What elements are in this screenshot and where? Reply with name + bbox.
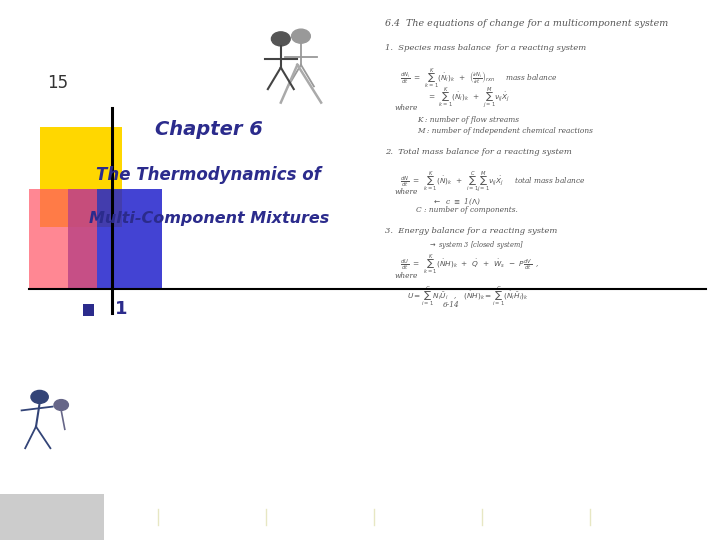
Text: K : number of flow streams: K : number of flow streams: [418, 116, 520, 124]
Text: $\rightarrow$ system 3 [closed system]: $\rightarrow$ system 3 [closed system]: [428, 239, 525, 251]
Circle shape: [31, 390, 48, 403]
Text: M : number of independent chemical reactions: M : number of independent chemical react…: [418, 127, 593, 136]
Text: $U = \sum_{i=1}^{C} N_i \bar{U}_i$   ,   $(\dot{N}H)_k = \sum_{i=1}^{C} (\dot{N}: $U = \sum_{i=1}^{C} N_i \bar{U}_i$ , $(\…: [407, 284, 528, 308]
Text: where: where: [395, 104, 418, 112]
Bar: [83, 304, 94, 316]
Text: 6-14: 6-14: [443, 301, 459, 309]
Text: =  $\sum_{k=1}^{K}(\dot{N}_i)_k$  +  $\sum_{j=1}^{M} \nu_{ij} \dot{X}_j$: = $\sum_{k=1}^{K}(\dot{N}_i)_k$ + $\sum_…: [428, 86, 510, 111]
Text: 6.4  The equations of change for a multicomponent system: 6.4 The equations of change for a multic…: [385, 19, 668, 28]
Circle shape: [292, 29, 310, 43]
Text: where: where: [395, 188, 418, 196]
Circle shape: [271, 32, 290, 46]
Text: where: where: [395, 272, 418, 280]
Text: Chapter 6: Chapter 6: [155, 120, 263, 139]
Text: The Thermodynamics of: The Thermodynamics of: [96, 166, 321, 185]
Text: 1: 1: [115, 300, 127, 319]
Bar: [40, 127, 122, 227]
Text: $\frac{dN_i}{dt}$  =  $\sum_{k=1}^{K}(\dot{N}_i)_k$  +  $\left(\frac{\partial N_: $\frac{dN_i}{dt}$ = $\sum_{k=1}^{K}(\dot…: [400, 66, 557, 90]
Bar: [68, 189, 162, 289]
Bar: [29, 189, 97, 289]
Text: Multi-Component Mixtures: Multi-Component Mixtures: [89, 211, 329, 226]
Bar: [0, 494, 104, 540]
Text: C : number of components.: C : number of components.: [416, 206, 518, 214]
Text: 1.  Species mass balance  for a reacting system: 1. Species mass balance for a reacting s…: [385, 44, 587, 52]
Text: $\leftarrow$  c $\equiv$ 1($\Lambda$): $\leftarrow$ c $\equiv$ 1($\Lambda$): [432, 197, 481, 207]
Circle shape: [54, 400, 68, 410]
Text: 15: 15: [47, 74, 68, 92]
Text: $\frac{dU}{dt}$  =  $\sum_{k=1}^{K}(\dot{N}H)_k$  +  $\dot{Q}$  +  $\dot{W}_s$  : $\frac{dU}{dt}$ = $\sum_{k=1}^{K}(\dot{N…: [400, 253, 539, 276]
Text: 2.  Total mass balance for a reacting system: 2. Total mass balance for a reacting sys…: [385, 148, 572, 157]
Text: 3.  Energy balance for a reacting system: 3. Energy balance for a reacting system: [385, 227, 557, 235]
Text: $\frac{dN}{dt}$  =  $\sum_{k=1}^{K}(\dot{N})_k$  +  $\sum_{i=1}^{C}\sum_{j=1}^{M: $\frac{dN}{dt}$ = $\sum_{k=1}^{K}(\dot{N…: [400, 170, 585, 194]
